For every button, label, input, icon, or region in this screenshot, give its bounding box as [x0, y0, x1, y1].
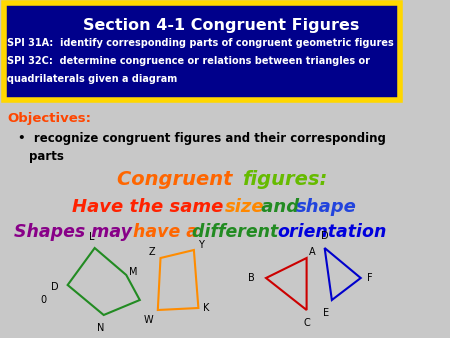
- Text: Y: Y: [198, 240, 204, 250]
- Text: F: F: [367, 273, 373, 283]
- Text: M: M: [129, 267, 137, 277]
- Text: quadrilaterals given a diagram: quadrilaterals given a diagram: [7, 74, 177, 84]
- Text: E: E: [324, 308, 329, 318]
- Text: Congruent: Congruent: [117, 170, 239, 189]
- Text: SPI 32C:  determine congruence or relations between triangles or: SPI 32C: determine congruence or relatio…: [7, 56, 370, 66]
- Text: Section 4-1 Congruent Figures: Section 4-1 Congruent Figures: [83, 18, 359, 33]
- Text: K: K: [203, 303, 209, 313]
- Text: have a: have a: [134, 223, 204, 241]
- Text: SPI 31A:  identify corresponding parts of congruent geometric figures: SPI 31A: identify corresponding parts of…: [7, 38, 394, 48]
- Text: and: and: [255, 198, 306, 216]
- Text: shape: shape: [296, 198, 357, 216]
- FancyBboxPatch shape: [4, 3, 400, 100]
- Text: different: different: [192, 223, 284, 241]
- Text: D: D: [321, 231, 328, 241]
- Text: size: size: [225, 198, 264, 216]
- Text: C: C: [303, 318, 310, 328]
- Text: 0: 0: [41, 295, 47, 305]
- Text: Shapes may: Shapes may: [14, 223, 138, 241]
- Text: W: W: [144, 315, 153, 325]
- Text: D: D: [51, 282, 58, 292]
- Text: figures:: figures:: [242, 170, 327, 189]
- Text: L: L: [89, 232, 95, 242]
- Text: A: A: [309, 247, 316, 257]
- Text: parts: parts: [29, 150, 64, 163]
- Text: Z: Z: [148, 247, 155, 257]
- Text: B: B: [248, 273, 255, 283]
- Text: N: N: [97, 323, 105, 333]
- Text: •  recognize congruent figures and their corresponding: • recognize congruent figures and their …: [18, 132, 386, 145]
- Text: Objectives:: Objectives:: [7, 112, 91, 125]
- Text: orientation: orientation: [278, 223, 387, 241]
- Text: Have the same: Have the same: [72, 198, 230, 216]
